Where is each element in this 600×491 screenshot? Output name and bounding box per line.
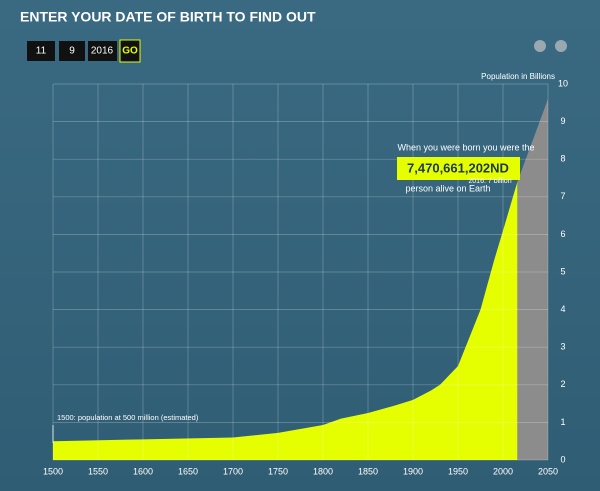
title: ENTER YOUR DATE OF BIRTH TO FIND OUT	[20, 9, 316, 25]
go-button[interactable]	[119, 39, 141, 63]
x-tick-label: 1600	[133, 466, 153, 476]
x-tick-label: 2000	[493, 466, 513, 476]
callout-note: 2016: 7 billion	[468, 178, 511, 185]
x-tick-label: 1900	[403, 466, 423, 476]
y-tick-label: 9	[560, 116, 565, 126]
x-tick-label: 1800	[313, 466, 333, 476]
input-box[interactable]	[27, 41, 55, 61]
input-box[interactable]	[59, 41, 85, 61]
x-tick-label: 1550	[88, 466, 108, 476]
input-box[interactable]	[88, 41, 117, 61]
x-tick-label: 1500	[43, 466, 63, 476]
x-tick-label: 2050	[538, 466, 558, 476]
callout-text: person alive on Earth	[405, 183, 490, 193]
x-tick-label: 1750	[268, 466, 288, 476]
y-tick-label: 2	[560, 379, 565, 389]
y-tick-label: 7	[560, 191, 565, 201]
x-tick-label: 1850	[358, 466, 378, 476]
y-tick-label: 3	[560, 342, 565, 352]
y-tick-label: 0	[560, 454, 565, 464]
callout-text: When you were born you were the	[397, 142, 534, 152]
callout-box	[397, 157, 520, 180]
facebook-icon[interactable]	[555, 40, 567, 52]
x-tick-label: 1700	[223, 466, 243, 476]
go-label[interactable]: GO	[122, 46, 138, 57]
y-tick-label: 8	[560, 154, 565, 164]
callout-number: 7,470,661,202ND	[407, 160, 509, 175]
y-tick-label: 1	[560, 417, 565, 427]
y-tick-label: 5	[560, 266, 565, 276]
month-input[interactable]: 9	[69, 46, 75, 57]
plot: 1500 1550 1600 1650 1700 1750 1800 1850 1900 1950…	[43, 78, 568, 476]
annotation: 1500: population at 500 million (estimat…	[57, 413, 199, 422]
x-tick-label: 1950	[448, 466, 468, 476]
area	[53, 181, 518, 460]
day-input[interactable]: 11	[36, 46, 47, 57]
year-input[interactable]: 2016	[91, 46, 114, 57]
y-tick-label: 10	[558, 78, 568, 88]
area	[517, 99, 548, 460]
y-axis-label: Population in Billions	[481, 72, 555, 81]
y-tick-label: 4	[560, 304, 565, 314]
y-tick-label: 6	[560, 229, 565, 239]
twitter-icon[interactable]	[534, 40, 546, 52]
x-tick-label: 1650	[178, 466, 198, 476]
